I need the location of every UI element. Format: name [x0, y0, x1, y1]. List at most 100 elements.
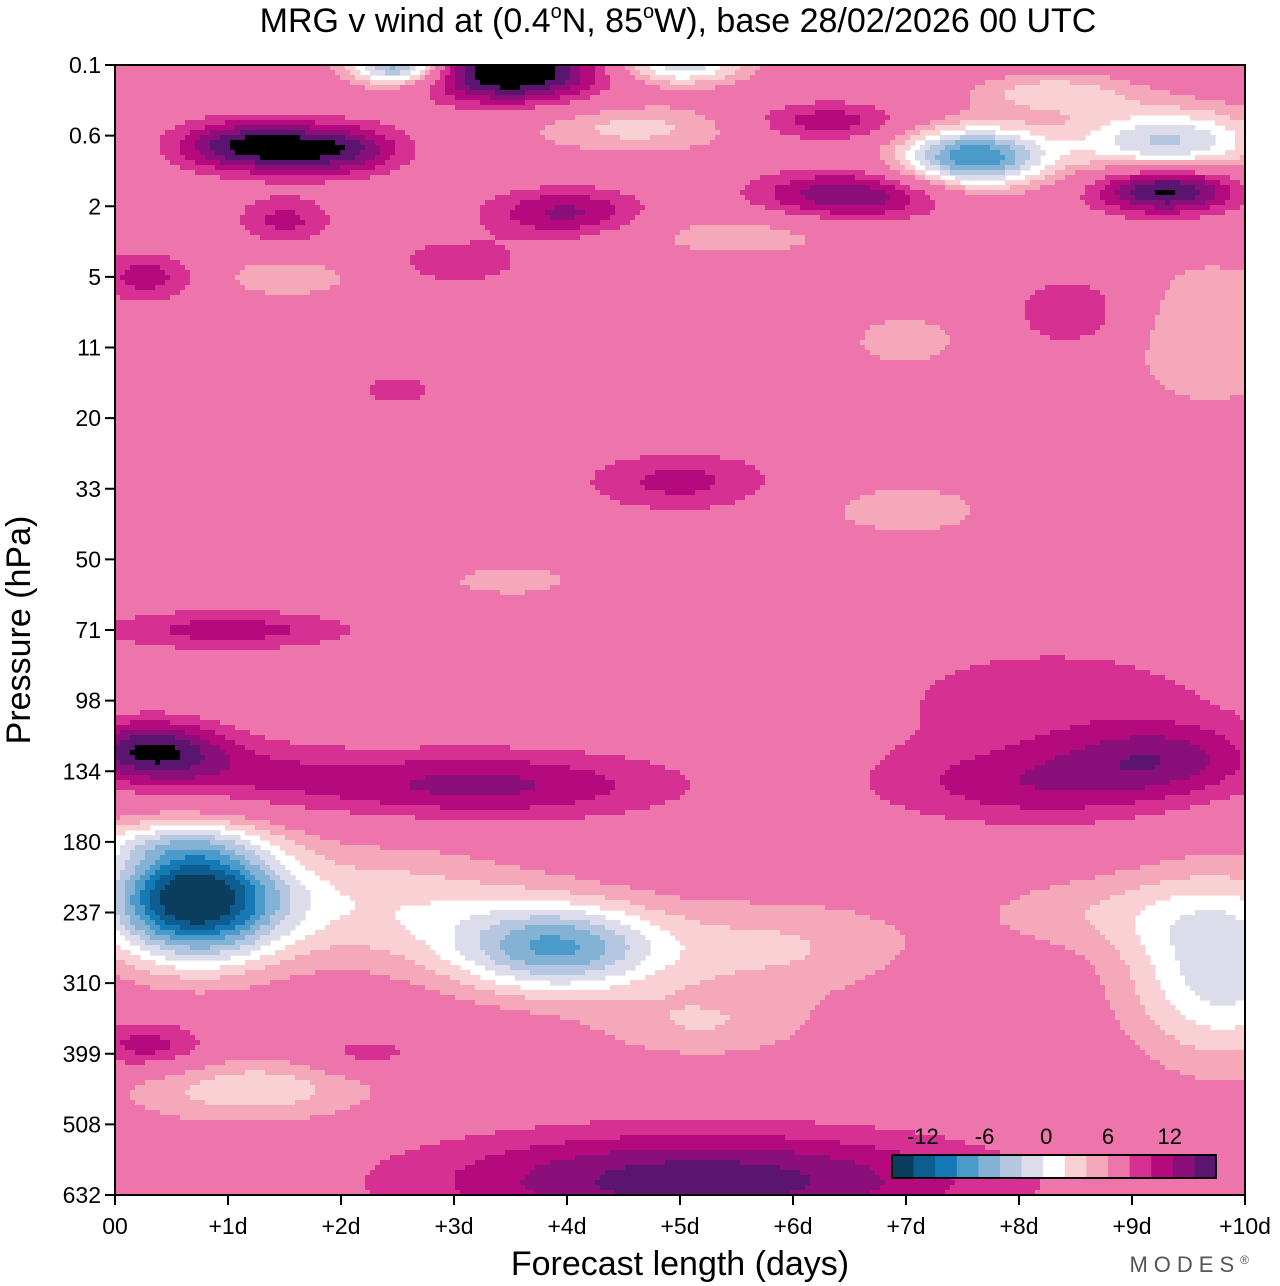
field-cell	[1230, 795, 1245, 801]
field-cell	[150, 900, 161, 906]
field-cell	[1105, 310, 1161, 316]
field-cell	[1210, 800, 1245, 806]
field-cell	[800, 1170, 876, 1176]
field-cell	[825, 995, 1106, 1001]
field-cell	[270, 980, 411, 986]
field-cell	[1025, 160, 1041, 166]
field-cell	[865, 975, 1101, 981]
field-cell	[405, 80, 416, 86]
field-cell	[730, 925, 896, 931]
field-cell	[1105, 185, 1121, 191]
field-cell	[610, 80, 646, 86]
field-cell	[370, 385, 426, 391]
field-cell	[970, 510, 1245, 516]
field-cell	[455, 935, 481, 941]
field-cell	[170, 625, 291, 631]
field-cell	[435, 80, 446, 86]
field-cell	[675, 1020, 726, 1026]
field-cell	[140, 900, 151, 906]
field-cell	[545, 870, 1116, 876]
field-cell	[1015, 100, 1141, 106]
field-cell	[1140, 995, 1166, 1001]
field-cell	[690, 145, 881, 151]
field-cell	[195, 1035, 616, 1041]
field-cell	[205, 155, 226, 161]
field-cell	[160, 915, 176, 921]
field-cell	[600, 90, 971, 96]
field-cell	[145, 920, 156, 926]
field-cell	[220, 860, 241, 866]
field-cell	[1000, 125, 1101, 131]
field-cell	[130, 1090, 186, 1096]
field-cell	[905, 940, 1051, 946]
field-cell	[665, 765, 876, 771]
field-cell	[945, 1135, 1245, 1141]
field-cell	[985, 80, 1041, 86]
x-tick-label: +10d	[1219, 1213, 1271, 1239]
field-cell	[135, 615, 321, 621]
field-cell	[175, 875, 216, 881]
field-cell	[410, 135, 546, 141]
field-cell	[220, 135, 246, 141]
field-cell	[360, 1100, 1245, 1106]
field-cell	[430, 95, 456, 101]
field-cell	[455, 1175, 526, 1181]
field-cell	[370, 175, 761, 181]
field-cell	[530, 940, 576, 946]
field-cell	[1015, 85, 1101, 91]
field-cell	[115, 485, 596, 491]
field-cell	[1240, 755, 1245, 761]
field-cell	[115, 965, 136, 971]
field-cell	[590, 930, 616, 936]
field-cell	[115, 165, 181, 171]
x-tick-label: +2d	[321, 1213, 360, 1239]
field-cell	[115, 870, 121, 876]
field-cell	[1150, 140, 1181, 146]
field-cell	[155, 830, 221, 836]
field-cell	[810, 1180, 886, 1186]
field-cell	[1030, 105, 1181, 111]
field-cell	[375, 65, 391, 71]
field-cell	[305, 935, 416, 941]
field-cell	[1100, 740, 1191, 746]
field-cell	[960, 120, 1026, 126]
field-cell	[400, 1050, 681, 1056]
field-cell	[1190, 740, 1231, 746]
field-cell	[1180, 180, 1206, 186]
field-cell	[695, 110, 771, 116]
field-cell	[255, 920, 271, 926]
field-cell	[715, 70, 736, 76]
field-cell	[115, 575, 466, 581]
field-cell	[595, 70, 606, 76]
field-cell	[245, 895, 256, 901]
field-cell	[1150, 340, 1245, 346]
field-cell	[150, 985, 251, 991]
field-cell	[280, 875, 296, 881]
field-cell	[680, 1050, 726, 1056]
field-cell	[350, 810, 626, 816]
field-cell	[160, 875, 176, 881]
field-cell	[1220, 780, 1245, 786]
field-cell	[770, 120, 796, 126]
field-cell	[720, 1010, 811, 1016]
field-cell	[255, 900, 266, 906]
field-cell	[195, 170, 251, 176]
field-cell	[115, 975, 121, 981]
field-cell	[555, 120, 611, 126]
field-cell	[115, 380, 376, 386]
field-cell	[430, 90, 446, 96]
field-cell	[290, 895, 311, 901]
field-cell	[115, 590, 501, 596]
field-cell	[235, 725, 921, 731]
field-cell	[120, 730, 186, 736]
field-cell	[1065, 945, 1116, 951]
field-cell	[115, 440, 1245, 446]
field-cell	[925, 695, 1201, 701]
x-tick-label: +4d	[547, 1213, 586, 1239]
field-cell	[230, 885, 246, 891]
field-cell	[1160, 380, 1245, 386]
field-cell	[425, 65, 431, 71]
field-cell	[525, 90, 556, 96]
field-cell	[115, 1100, 136, 1106]
field-cell	[870, 770, 946, 776]
